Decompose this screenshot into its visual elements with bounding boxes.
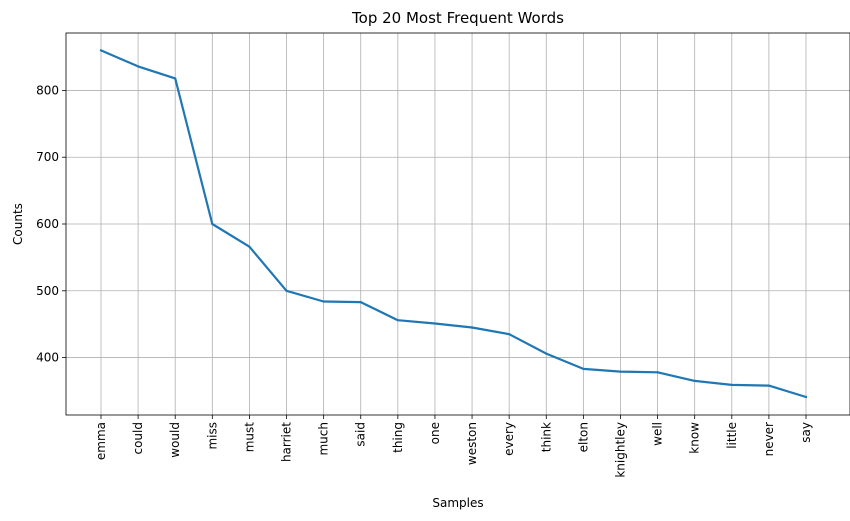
data-point bbox=[137, 65, 140, 68]
x-tick-label: never bbox=[762, 422, 776, 456]
x-tick-label: harriet bbox=[280, 422, 294, 462]
x-tick-label: could bbox=[131, 422, 145, 455]
x-tick-label: would bbox=[168, 422, 182, 458]
data-point bbox=[211, 222, 214, 226]
data-point bbox=[99, 49, 103, 52]
x-tick-label: think bbox=[539, 422, 553, 452]
data-point bbox=[359, 301, 362, 304]
data-points bbox=[99, 49, 808, 399]
data-point bbox=[396, 319, 399, 322]
data-point bbox=[693, 379, 696, 383]
data-point bbox=[804, 395, 808, 399]
x-tick-label: every bbox=[502, 422, 516, 456]
data-point bbox=[545, 352, 548, 355]
x-tick-label: say bbox=[799, 422, 813, 443]
y-tick-label: 800 bbox=[36, 83, 59, 97]
plot-frame bbox=[65, 32, 850, 416]
y-tick-label: 400 bbox=[36, 351, 59, 365]
x-tick-label: emma bbox=[94, 422, 108, 460]
grid bbox=[66, 33, 850, 415]
y-axis-label: Counts bbox=[11, 203, 25, 245]
x-tick-label: miss bbox=[205, 422, 219, 450]
x-tick-label: knightley bbox=[613, 422, 627, 478]
data-point bbox=[248, 245, 251, 248]
x-tick-label: elton bbox=[576, 422, 590, 452]
x-tick-label: must bbox=[242, 422, 256, 453]
y-tick-label: 600 bbox=[36, 217, 59, 231]
data-point bbox=[174, 77, 177, 80]
data-point bbox=[470, 326, 474, 329]
data-point bbox=[619, 370, 622, 373]
data-point bbox=[656, 371, 659, 374]
data-point bbox=[322, 300, 325, 303]
x-tick-label: weston bbox=[465, 422, 479, 465]
data-point bbox=[285, 289, 288, 292]
chart-title: Top 20 Most Frequent Words bbox=[351, 9, 564, 27]
x-axis-ticks: emma could would miss must harriet much said thi… bbox=[94, 415, 813, 478]
x-tick-label: said bbox=[354, 422, 368, 447]
x-tick-label: little bbox=[725, 422, 739, 449]
data-point bbox=[508, 333, 511, 336]
x-axis-label: Samples bbox=[432, 496, 483, 510]
data-point bbox=[433, 322, 437, 325]
x-tick-label: one bbox=[428, 422, 442, 444]
y-axis-ticks: 400 500 600 700 800 bbox=[36, 83, 66, 365]
data-point bbox=[767, 384, 770, 387]
x-tick-label: thing bbox=[391, 422, 405, 453]
x-tick-label: much bbox=[317, 422, 331, 456]
x-tick-label: well bbox=[651, 422, 665, 446]
y-tick-label: 500 bbox=[36, 284, 59, 298]
x-tick-label: know bbox=[688, 422, 702, 454]
series-line bbox=[99, 49, 808, 399]
data-point bbox=[730, 383, 733, 387]
data-point bbox=[582, 367, 585, 371]
y-tick-label: 700 bbox=[36, 150, 59, 164]
